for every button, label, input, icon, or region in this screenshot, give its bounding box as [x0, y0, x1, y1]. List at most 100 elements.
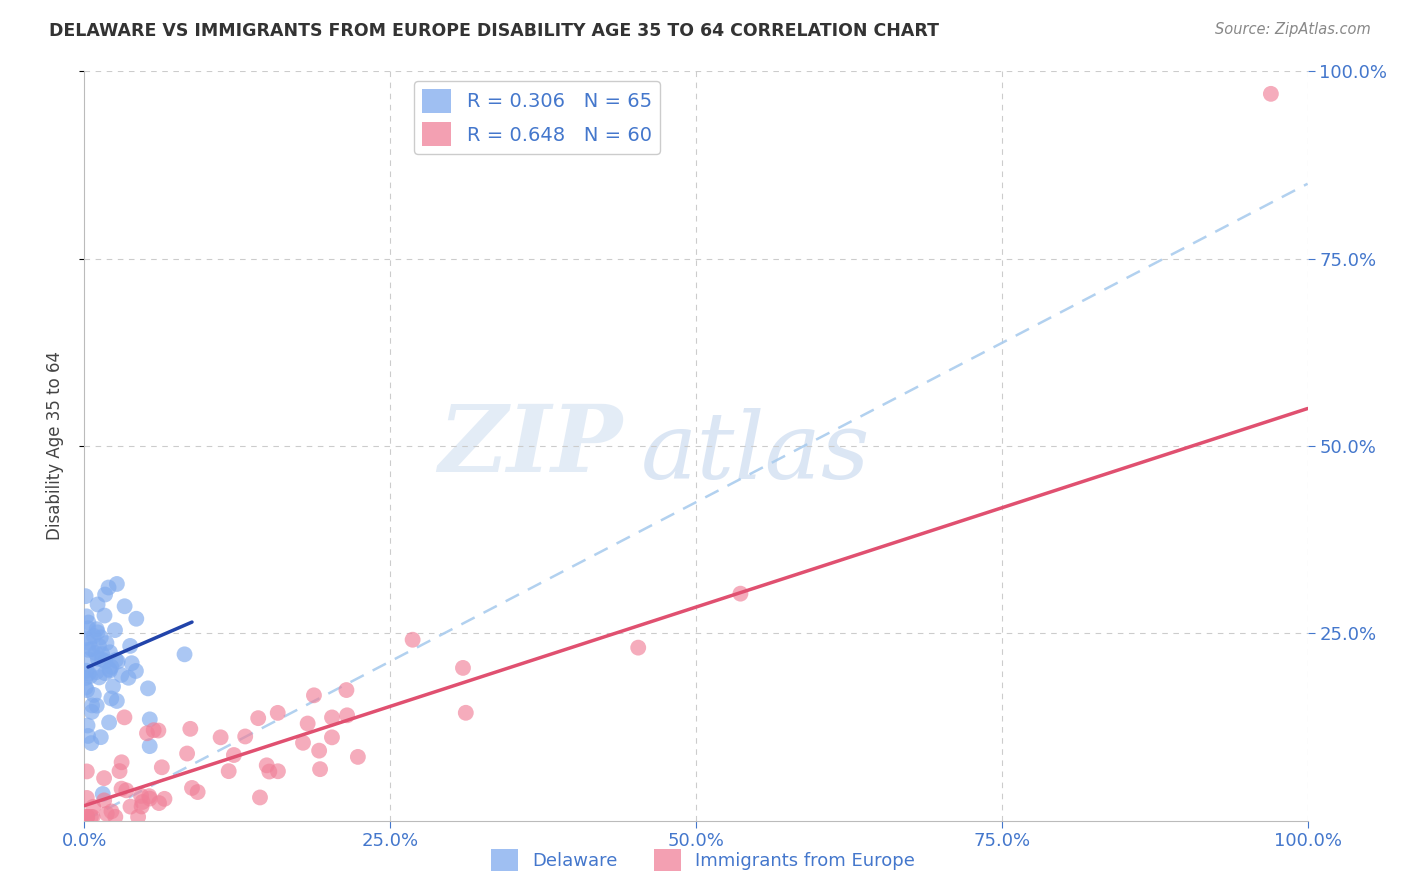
- Point: [117, 671, 139, 685]
- Point: [256, 758, 278, 772]
- Point: [209, 731, 232, 745]
- Point: [222, 747, 245, 762]
- Text: Source: ZipAtlas.com: Source: ZipAtlas.com: [1215, 22, 1371, 37]
- Point: [77, 636, 100, 650]
- Point: [76, 718, 98, 732]
- Point: [104, 810, 127, 824]
- Point: [114, 599, 136, 614]
- Point: [100, 691, 122, 706]
- Point: [76, 791, 98, 805]
- Point: [150, 760, 173, 774]
- Point: [97, 581, 120, 595]
- Point: [139, 712, 162, 726]
- Point: [173, 648, 195, 662]
- Point: [93, 771, 115, 785]
- Point: [302, 689, 325, 703]
- Point: [110, 756, 132, 770]
- Point: [75, 589, 97, 603]
- Point: [259, 764, 281, 779]
- Point: [87, 639, 110, 653]
- Point: [83, 629, 105, 643]
- Point: [75, 681, 97, 695]
- Text: atlas: atlas: [641, 409, 870, 499]
- Point: [86, 625, 108, 640]
- Point: [77, 652, 100, 666]
- Point: [129, 789, 152, 803]
- Point: [86, 598, 108, 612]
- Point: [98, 715, 121, 730]
- Point: [76, 764, 98, 779]
- Point: [82, 810, 104, 824]
- Point: [138, 789, 160, 804]
- Point: [321, 731, 343, 745]
- Point: [148, 723, 170, 738]
- Point: [76, 810, 98, 824]
- Point: [105, 577, 128, 591]
- Point: [94, 654, 117, 668]
- Point: [181, 780, 204, 795]
- Text: DELAWARE VS IMMIGRANTS FROM EUROPE DISABILITY AGE 35 TO 64 CORRELATION CHART: DELAWARE VS IMMIGRANTS FROM EUROPE DISAB…: [49, 22, 939, 40]
- Point: [104, 653, 127, 667]
- Point: [96, 636, 118, 650]
- Point: [77, 621, 100, 635]
- Point: [335, 683, 357, 698]
- Point: [75, 671, 97, 685]
- Point: [75, 664, 97, 678]
- Point: [84, 646, 107, 660]
- Point: [91, 787, 114, 801]
- Point: [80, 736, 103, 750]
- Legend: Delaware, Immigrants from Europe: Delaware, Immigrants from Europe: [484, 842, 922, 879]
- Point: [127, 810, 149, 824]
- Point: [76, 683, 98, 698]
- Point: [93, 793, 115, 807]
- Y-axis label: Disability Age 35 to 64: Disability Age 35 to 64: [45, 351, 63, 541]
- Point: [104, 623, 127, 637]
- Point: [187, 785, 209, 799]
- Point: [292, 736, 315, 750]
- Point: [451, 661, 474, 675]
- Point: [110, 781, 132, 796]
- Point: [401, 632, 423, 647]
- Point: [79, 669, 101, 683]
- Point: [77, 615, 100, 630]
- Point: [142, 723, 165, 738]
- Point: [131, 799, 153, 814]
- Point: [94, 588, 117, 602]
- Point: [98, 662, 121, 676]
- Point: [80, 698, 103, 713]
- Point: [76, 810, 98, 824]
- Point: [125, 612, 148, 626]
- Point: [90, 730, 112, 744]
- Point: [101, 680, 124, 694]
- Point: [131, 795, 153, 809]
- Point: [153, 792, 176, 806]
- Point: [76, 609, 98, 624]
- Point: [627, 640, 650, 655]
- Point: [94, 666, 117, 681]
- Point: [82, 800, 104, 814]
- Point: [83, 688, 105, 702]
- Point: [105, 694, 128, 708]
- Point: [80, 705, 103, 719]
- Point: [96, 806, 118, 821]
- Point: [100, 660, 122, 674]
- Point: [110, 668, 132, 682]
- Point: [77, 729, 100, 743]
- Point: [347, 750, 370, 764]
- Point: [454, 706, 477, 720]
- Point: [115, 783, 138, 797]
- Point: [80, 642, 103, 657]
- Point: [267, 764, 290, 779]
- Point: [77, 642, 100, 657]
- Legend: R = 0.306   N = 65, R = 0.648   N = 60: R = 0.306 N = 65, R = 0.648 N = 60: [415, 81, 659, 153]
- Point: [1260, 87, 1282, 101]
- Point: [90, 630, 112, 644]
- Point: [87, 652, 110, 666]
- Point: [336, 708, 359, 723]
- Point: [100, 805, 122, 819]
- Point: [107, 655, 129, 669]
- Point: [86, 665, 108, 679]
- Point: [98, 664, 121, 678]
- Point: [297, 716, 319, 731]
- Point: [176, 747, 198, 761]
